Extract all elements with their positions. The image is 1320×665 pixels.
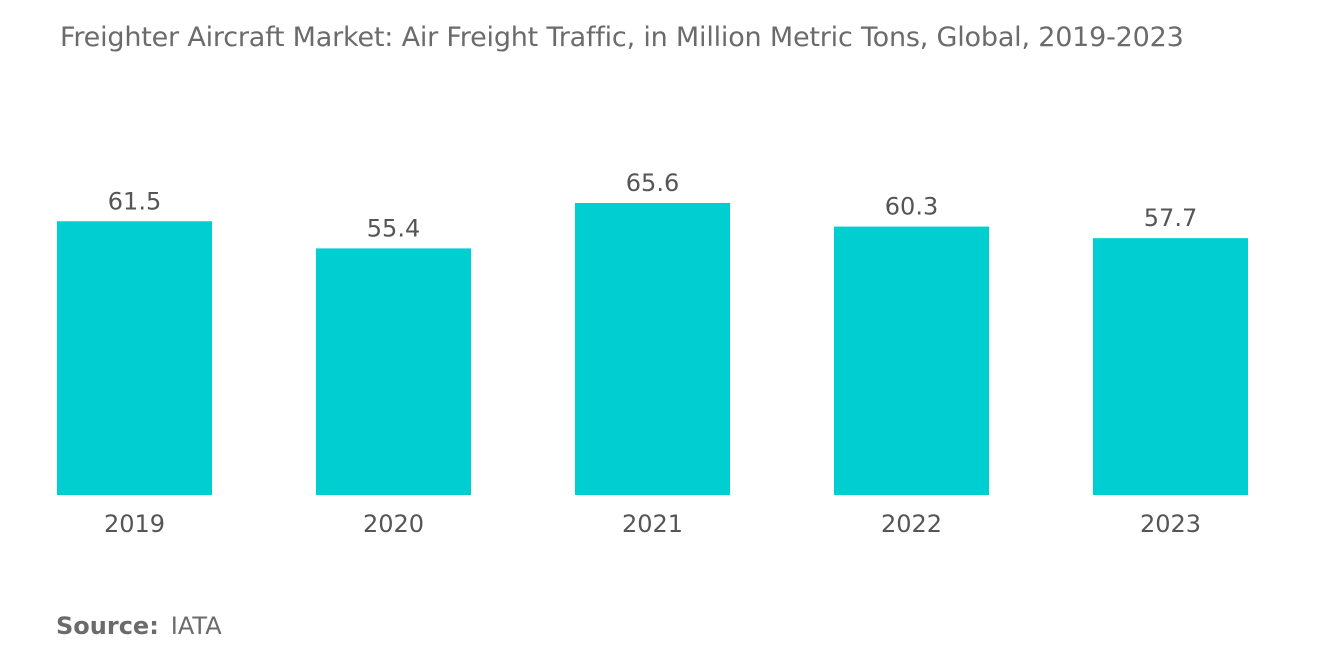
x-tick-label-2021: 2021 [622,510,683,538]
value-label-2020: 55.4 [367,214,420,242]
x-tick-label-2022: 2022 [881,510,942,538]
value-label-2023: 57.7 [1144,204,1197,232]
value-label-2022: 60.3 [885,193,938,221]
x-tick-label-2023: 2023 [1140,510,1201,538]
x-tick-label-2019: 2019 [104,510,165,538]
x-tick-label-2020: 2020 [363,510,424,538]
bar-2020 [316,248,471,495]
source-note: Source: IATA [56,612,222,640]
bar-2021 [575,203,730,495]
bar-2019 [57,221,212,495]
source-label: Source: [56,612,159,640]
value-label-2019: 61.5 [108,187,161,215]
source-value: IATA [170,612,222,640]
bar-2023 [1093,238,1248,496]
bar-2022 [834,226,989,495]
value-label-2021: 65.6 [626,169,679,197]
chart-title: Freighter Aircraft Market: Air Freight T… [60,22,1184,53]
bar-chart: 61.5 2019 55.4 2020 65.6 2021 60.3 2022 57.7 2023 [57,169,1248,538]
